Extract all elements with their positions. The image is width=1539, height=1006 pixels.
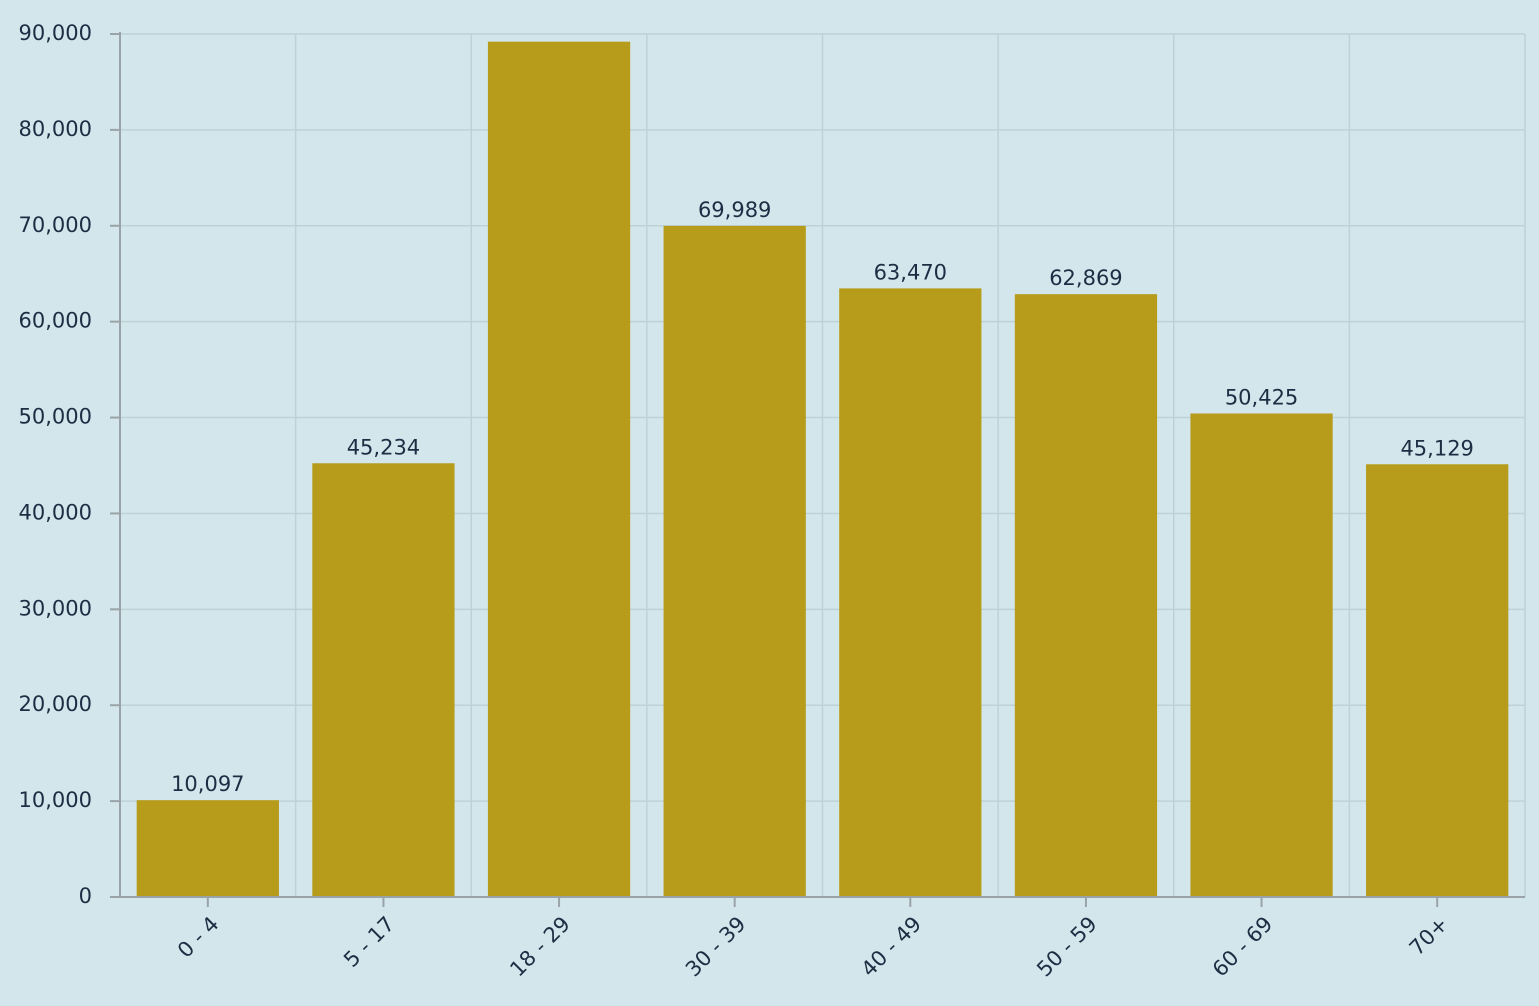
bar: [136, 800, 279, 897]
y-tick-label: 50,000: [19, 405, 92, 429]
y-tick-label: 90,000: [19, 21, 92, 45]
x-tick-label: 70+: [1405, 912, 1453, 960]
data-label: 63,470: [874, 260, 947, 284]
bar: [1014, 294, 1158, 898]
data-label: 50,425: [1225, 385, 1298, 409]
y-tick-label: 20,000: [19, 692, 92, 716]
bar: [1190, 413, 1333, 897]
x-tick-label: 50 - 59: [1032, 912, 1102, 982]
y-tick-label: 80,000: [19, 117, 92, 141]
y-tick-label: 0: [79, 884, 92, 908]
y-tick-label: 30,000: [19, 596, 92, 620]
bar: [312, 463, 455, 897]
x-tick-label: 5 - 17: [339, 912, 399, 972]
bar: [487, 41, 631, 897]
data-label: 45,129: [1400, 436, 1473, 460]
x-tick-label: 0 - 4: [173, 912, 224, 963]
y-tick-label: 10,000: [19, 788, 92, 812]
x-tick-label: 18 - 29: [505, 912, 575, 982]
bar: [839, 288, 982, 898]
y-tick-label: 70,000: [19, 213, 92, 237]
bar: [1366, 464, 1509, 897]
data-label: 45,234: [347, 435, 420, 459]
x-tick-label: 30 - 39: [681, 912, 751, 982]
y-tick-label: 60,000: [19, 309, 92, 333]
x-tick-label: 60 - 69: [1208, 912, 1278, 982]
bar: [663, 225, 806, 898]
data-label: 69,989: [698, 198, 771, 222]
data-label: 10,097: [171, 772, 244, 796]
x-tick-label: 40 - 49: [857, 912, 927, 982]
y-tick-label: 40,000: [19, 500, 92, 524]
data-label: 62,869: [1049, 266, 1122, 290]
